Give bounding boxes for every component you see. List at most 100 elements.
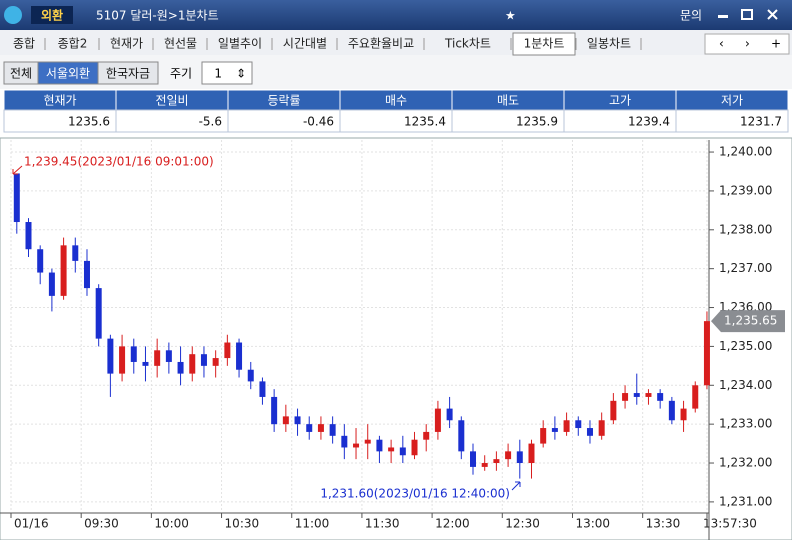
table-header: 전일비: [155, 94, 188, 108]
tab[interactable]: 일별추이: [218, 37, 262, 51]
candle-body: [83, 260, 90, 289]
candle-body: [13, 173, 20, 223]
candle-body: [423, 431, 430, 440]
x-tick-label: 12:00: [435, 517, 470, 531]
candle-body: [388, 447, 395, 452]
candle-body: [481, 463, 488, 467]
candle-body: [119, 346, 126, 374]
candle-body: [189, 354, 196, 374]
period-input[interactable]: [201, 61, 253, 85]
table-header: 고가: [609, 94, 631, 108]
x-tick-label: 12:30: [505, 517, 540, 531]
tab[interactable]: 종합: [13, 37, 35, 51]
candle-body: [598, 420, 605, 436]
window-title: 5107 달러-원>1분차트: [96, 9, 219, 23]
candle-body: [353, 443, 360, 448]
tab[interactable]: 1분차트: [524, 37, 565, 51]
candle-body: [107, 338, 114, 374]
period-value[interactable]: 1: [214, 67, 222, 81]
candle-body: [551, 428, 558, 432]
x-tick-label: 13:00: [575, 517, 610, 531]
x-tick-label: 10:00: [154, 517, 189, 531]
y-tick-label: 1,234.00: [719, 378, 772, 392]
candle-body: [516, 451, 523, 464]
candle-body: [505, 451, 512, 460]
filter-button-bg: [97, 61, 159, 85]
candle-body: [563, 420, 570, 432]
x-tick-label: 11:30: [365, 517, 400, 531]
annotation: 1,231.60(2023/01/16 12:40:00): [320, 487, 510, 501]
candle-body: [247, 369, 254, 382]
tab[interactable]: Tick차트: [444, 37, 491, 51]
active-tab-bg: [512, 32, 576, 56]
tab[interactable]: 일봉차트: [587, 37, 631, 51]
table-cell: [675, 109, 789, 133]
candle-body: [633, 393, 640, 397]
price-tag: [711, 310, 785, 333]
candle-body: [411, 439, 418, 456]
y-tick-label: 1,240.00: [719, 145, 772, 159]
tab[interactable]: 종합2: [58, 37, 88, 51]
candle-body: [668, 400, 675, 421]
tab[interactable]: 주요환율비교: [348, 37, 414, 51]
x-tick-label: 13:57:30: [703, 517, 757, 531]
candle-body: [37, 249, 44, 273]
candle-body: [692, 385, 699, 409]
annotation-arrow: [511, 481, 521, 491]
help-button[interactable]: 문의: [680, 9, 702, 23]
tab-next[interactable]: ›: [745, 37, 750, 51]
table-header: 매수: [385, 94, 407, 108]
period-spinner[interactable]: ⇕: [236, 67, 246, 81]
app-icon: [4, 6, 22, 24]
filter-button[interactable]: 한국자금: [106, 67, 150, 81]
minimize[interactable]: [718, 15, 728, 18]
x-tick-label: 13:30: [646, 517, 681, 531]
candle-body: [72, 245, 79, 261]
tab-scroll[interactable]: [704, 33, 790, 55]
table-value: 1235.9: [516, 115, 558, 129]
annotation: 1,239.45(2023/01/16 09:01:00): [24, 155, 214, 169]
candle-body: [282, 416, 289, 425]
tab-add[interactable]: +: [771, 37, 781, 51]
candle-body: [493, 459, 500, 464]
candle-body: [540, 428, 547, 444]
tab[interactable]: 현재가: [110, 37, 143, 51]
tab[interactable]: 현선물: [164, 37, 197, 51]
tab-bar: [0, 30, 792, 55]
table-value: 1235.4: [404, 115, 446, 129]
candle-body: [364, 439, 371, 444]
candle-body: [177, 361, 184, 374]
candle-body: [212, 358, 219, 366]
candle-body: [645, 393, 652, 397]
favorite-icon[interactable]: ★: [505, 9, 516, 23]
y-tick-label: 1,237.00: [719, 261, 772, 275]
x-tick-label: 11:00: [295, 517, 330, 531]
candle-body: [703, 321, 710, 386]
tab[interactable]: 시간대별: [283, 37, 327, 51]
y-tick-label: 1,232.00: [719, 456, 772, 470]
filter-button[interactable]: 전체: [10, 67, 32, 81]
candle-body: [657, 393, 664, 401]
badge: 외환: [41, 8, 63, 23]
x-tick-label: 09:30: [84, 517, 119, 531]
candle-body: [154, 350, 161, 366]
filter-button[interactable]: 서울외환: [46, 67, 90, 81]
close[interactable]: [767, 9, 778, 20]
period-label: 주기: [170, 67, 192, 81]
candle-body: [341, 435, 348, 448]
candle-body: [259, 381, 266, 397]
candle-body: [165, 350, 172, 362]
maximize[interactable]: [741, 9, 753, 20]
y-tick-label: 1,239.00: [719, 183, 772, 197]
candle-body: [586, 428, 593, 436]
y-tick-label: 1,235.00: [719, 339, 772, 353]
candle-body: [294, 416, 301, 425]
candle-body: [142, 361, 149, 366]
candle-body: [446, 408, 453, 421]
candle-body: [329, 424, 336, 436]
tab-prev[interactable]: ‹: [719, 37, 724, 51]
candle-body: [306, 424, 313, 432]
badge-bg: [31, 6, 73, 24]
